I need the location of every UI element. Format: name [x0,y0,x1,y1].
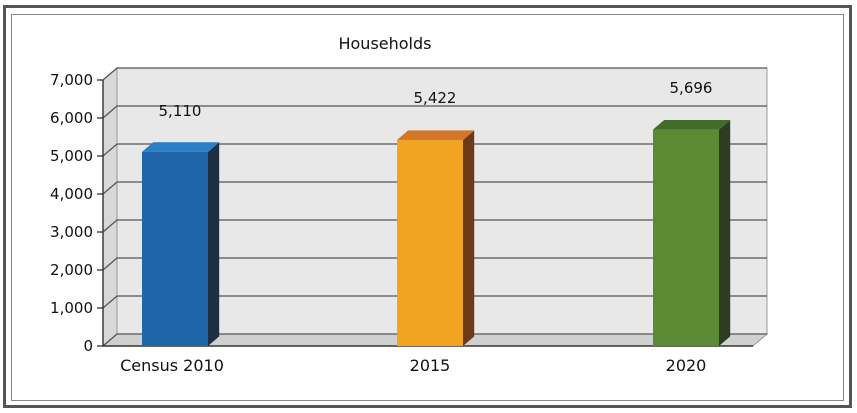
labels: 5,110 Census 2010 5,422 2015 5,696 2020 [120,79,712,375]
gridline [102,105,767,119]
y-tick-label: 6,000 [50,109,93,127]
bars [142,119,731,347]
y-tick-label: 4,000 [50,185,93,203]
gridline [102,67,767,81]
x-category-label: 2015 [410,356,451,375]
bar-side [208,142,220,346]
chart-title: Households [338,34,431,53]
bar [142,142,220,346]
y-tick-label: 0 [83,337,93,355]
bar-front [653,129,719,346]
bar [653,119,731,347]
y-tick-label: 5,000 [50,147,93,165]
y-axis: 0 1,000 2,000 3,000 4,000 5,000 6,000 7,000 [50,71,753,355]
y-tick-label: 7,000 [50,71,93,89]
gridline [102,219,767,233]
data-label: 5,696 [670,79,713,97]
x-category-label: 2020 [666,356,707,375]
data-label: 5,110 [159,102,202,120]
x-category-label: Census 2010 [120,356,224,375]
y-tick-label: 1,000 [50,299,93,317]
gridline [102,143,767,157]
gridlines [102,67,767,347]
bar-front [142,151,208,346]
bar-top [142,142,220,152]
bar-side [463,130,475,346]
bar-front [397,139,463,346]
y-tick-label: 3,000 [50,223,93,241]
y-tick-label: 2,000 [50,261,93,279]
bar-top [653,119,731,130]
gridline [102,181,767,195]
bar-top [397,130,475,140]
gridline [102,333,767,347]
bar [397,130,475,346]
gridline [102,257,767,271]
bar-side [719,119,731,347]
gridline [102,295,767,309]
data-label: 5,422 [414,89,457,107]
plot-left-wall [102,66,118,348]
